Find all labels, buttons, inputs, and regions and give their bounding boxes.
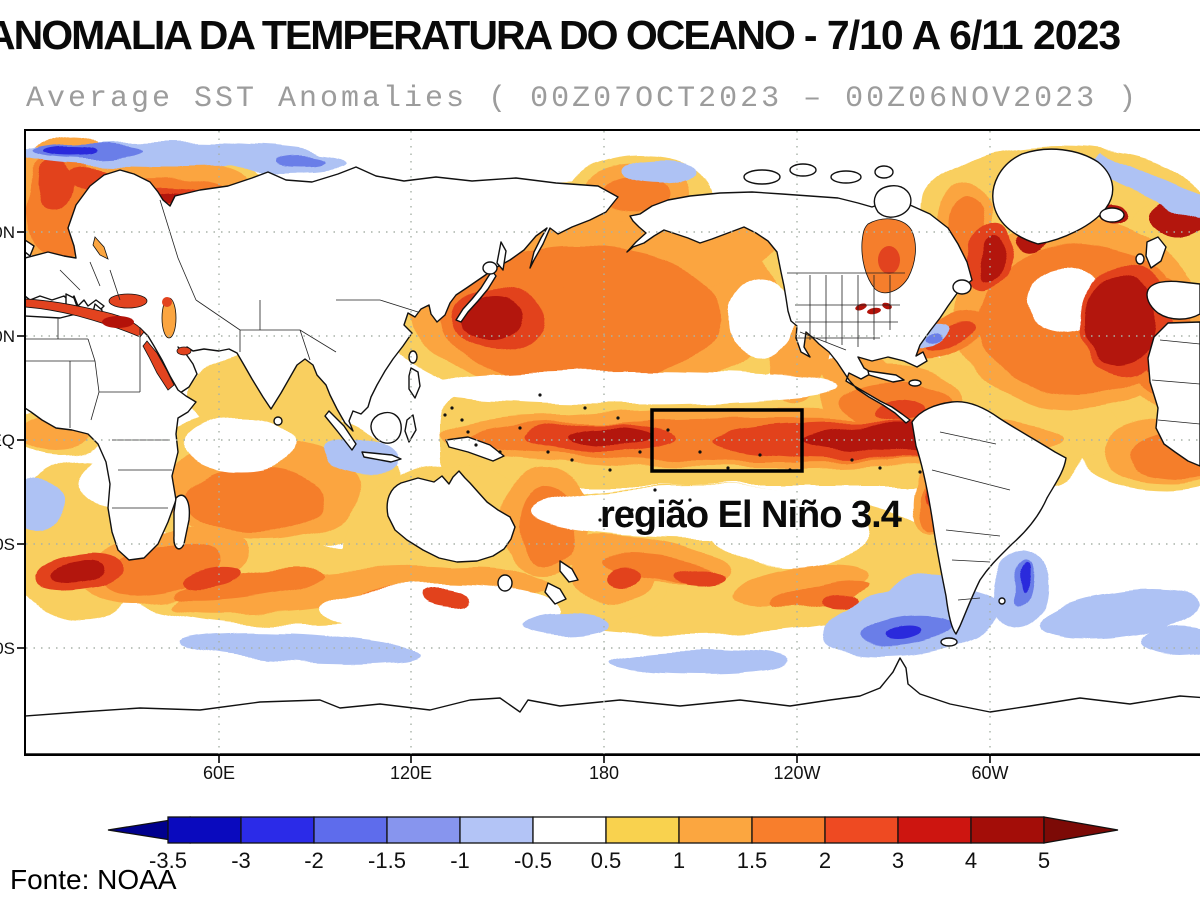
- colorbar-segment: [751, 816, 826, 844]
- colorbar-segment: [240, 816, 315, 844]
- land-sumatra: [324, 410, 357, 451]
- black-sea: [108, 293, 148, 309]
- land-south-america: [911, 401, 1067, 635]
- el-nino-region-label: região El Niño 3.4: [600, 494, 902, 536]
- colorbar-segment: [386, 816, 461, 844]
- land-falklands: [998, 597, 1006, 605]
- colorbar: -3.5 -3 -2 -1.5 -1 -0.5 0.5 1 1.5 2 3 4 …: [107, 816, 1119, 873]
- colorbar-tick: -1: [450, 848, 470, 873]
- mediterranean-sea: [26, 298, 145, 338]
- land-northwest-africa: [1147, 321, 1200, 467]
- station-dots: [443, 393, 922, 522]
- x-axis-labels: 60E 120E 180 120W 60W: [203, 763, 1009, 783]
- map-subtitle: Average SST Anomalies ( 00Z07OCT2023 – 0…: [26, 82, 1140, 116]
- colorbar-tick: 3: [892, 848, 904, 873]
- colorbar-segment: [897, 816, 972, 844]
- land-uk-fragment: [26, 239, 35, 257]
- land-iberia: [1146, 280, 1200, 320]
- colorbar-tick: 5: [1038, 848, 1050, 873]
- colorbar-tick: 0.5: [591, 848, 622, 873]
- y-label-60s: 0S: [0, 639, 15, 658]
- land-iceland: [1099, 207, 1125, 223]
- land-sri-lanka: [273, 416, 283, 426]
- land-hokkaido: [482, 261, 498, 275]
- mediterranean-east-core: [102, 316, 134, 328]
- anomaly-white-gaps: [80, 268, 1103, 635]
- x-label-60e: 60E: [203, 763, 235, 783]
- title-dates: - 7/10 A 6/11 2023: [803, 12, 1121, 58]
- x-label-120w: 120W: [773, 763, 820, 783]
- colorbar-segment: [824, 816, 899, 844]
- land-tasmania: [497, 574, 513, 592]
- land-hispaniola: [908, 379, 922, 387]
- y-label-eq: EQ: [0, 431, 15, 450]
- land-arctic-island-4: [874, 165, 894, 179]
- colorbar-segment: [459, 816, 534, 844]
- land-sakhalin: [496, 241, 507, 271]
- y-axis-labels: 0N 0N EQ 0S 0S: [0, 223, 15, 658]
- sst-anomaly-map: 0N 0N EQ 0S 0S 60E 120E 180 120W 60W reg…: [0, 129, 1200, 783]
- land-australia: [386, 470, 516, 563]
- land-arctic-island-3: [830, 170, 862, 184]
- colorbar-segment: [970, 816, 1045, 844]
- inland-seas: [26, 218, 916, 391]
- land-africa: [26, 311, 197, 561]
- land-arctic-island-2: [789, 163, 817, 177]
- land-java: [361, 451, 402, 463]
- y-label-30s: 0S: [0, 535, 15, 554]
- x-label-60w: 60W: [971, 763, 1008, 783]
- x-label-180: 180: [589, 763, 619, 783]
- colorbar-tick-labels: -3.5 -3 -2 -1.5 -1 -0.5 0.5 1 1.5 2 3 4 …: [149, 848, 1050, 873]
- land-antarctica: [26, 657, 1200, 754]
- land-borneo: [370, 411, 402, 444]
- land-britain: [1145, 236, 1167, 269]
- page-title: ANOMALIA DA TEMPERATURA DO OCEANO - 7/10 …: [0, 12, 1200, 59]
- colorbar-tick: -3.5: [149, 848, 187, 873]
- el-nino-region-box: [650, 408, 804, 473]
- land-new-zealand-south: [544, 582, 567, 605]
- y-label-60n: 0N: [0, 223, 15, 242]
- persian-gulf: [176, 346, 192, 356]
- colorbar-tick: 1: [673, 848, 685, 873]
- hudson-bay-core: [878, 246, 900, 274]
- land-new-zealand-north: [559, 560, 579, 583]
- land-philippines: [408, 367, 421, 399]
- land-ireland: [1135, 253, 1145, 265]
- colorbar-segment: [678, 816, 753, 844]
- title-text: ANOMALIA DA TEMPERATURA DO OCEANO: [0, 12, 796, 58]
- great-lake-3: [882, 302, 892, 310]
- land-newfoundland: [952, 279, 972, 295]
- colorbar-tick: 4: [965, 848, 977, 873]
- y-label-30n: 0N: [0, 327, 15, 346]
- colorbar-tick: -1.5: [368, 848, 406, 873]
- colorbar-segment: [605, 816, 680, 844]
- land-arctic-island-1: [743, 169, 781, 185]
- colorbar-tick: -2: [304, 848, 324, 873]
- colorbar-segment: [532, 816, 607, 844]
- caspian-north-core: [162, 297, 172, 307]
- colorbar-right-arrow: [1043, 816, 1119, 844]
- land-cuba: [867, 370, 905, 383]
- land-new-guinea: [445, 436, 505, 462]
- land-taiwan: [408, 350, 418, 364]
- landmasses: [26, 148, 1200, 754]
- source-credit: Fonte: NOAA: [10, 864, 177, 895]
- baltic-sea: [92, 236, 109, 260]
- axis-ticks: [17, 231, 991, 763]
- land-baffin: [873, 185, 912, 218]
- colorbar-tick: -3: [231, 848, 251, 873]
- land-tierra-del-fuego: [940, 637, 958, 647]
- colorbar-tick: 1.5: [737, 848, 768, 873]
- colorbar-segment: [313, 816, 388, 844]
- map-frame: [24, 129, 1200, 756]
- red-sea: [142, 340, 175, 391]
- colorbar-tick: 2: [819, 848, 831, 873]
- colorbar-segment: [167, 816, 242, 844]
- land-sulawesi: [404, 414, 417, 443]
- anomaly-dark-blue: [45, 147, 1030, 639]
- colorbar-tick: -0.5: [514, 848, 552, 873]
- country-borders: [26, 199, 1200, 601]
- x-label-120e: 120E: [390, 763, 432, 783]
